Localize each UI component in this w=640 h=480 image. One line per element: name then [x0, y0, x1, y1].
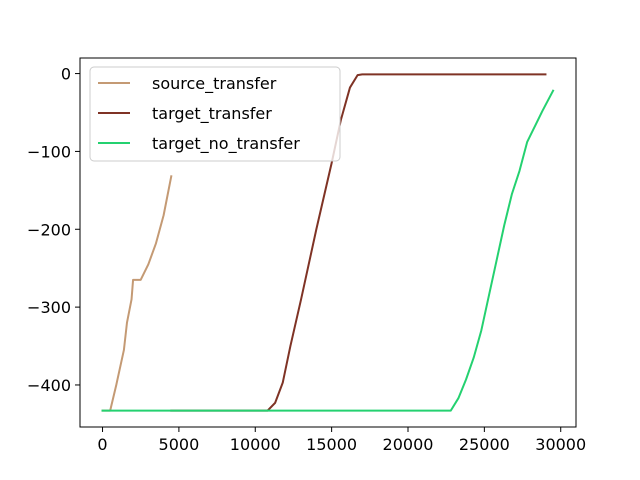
x-tick-label: 0: [97, 435, 107, 454]
series-line-source-transfer: [101, 175, 173, 412]
x-tick-label: 5000: [159, 435, 200, 454]
x-tick-label: 20000: [383, 435, 434, 454]
plot-frame: [79, 57, 577, 428]
y-tick-label: −300: [27, 298, 71, 317]
y-tick-label: −400: [27, 376, 71, 395]
y-tick-label: −200: [27, 220, 71, 239]
series-line-target-no-transfer: [101, 89, 555, 412]
y-tick-label: 0: [61, 65, 71, 84]
legend-label-target-transfer: target_transfer: [152, 104, 272, 124]
x-tick-label: 25000: [459, 435, 510, 454]
legend-label-source-transfer: source_transfer: [152, 74, 277, 94]
legend: source_transfer target_transfer target_no_…: [89, 66, 341, 162]
series-line-target-transfer: [170, 73, 547, 412]
legend-label-target-no-transfer: target_no_transfer: [152, 134, 300, 154]
x-tick-label: 15000: [306, 435, 357, 454]
series-lines: [101, 73, 555, 412]
x-tick-label: 30000: [535, 435, 586, 454]
x-tick-label: 10000: [230, 435, 281, 454]
y-tick-label: −100: [27, 142, 71, 161]
axes: 0 5000 10000 15000 20000 25000 30000 0 −100 −200 −…: [27, 57, 586, 454]
legend-box: [89, 66, 341, 162]
